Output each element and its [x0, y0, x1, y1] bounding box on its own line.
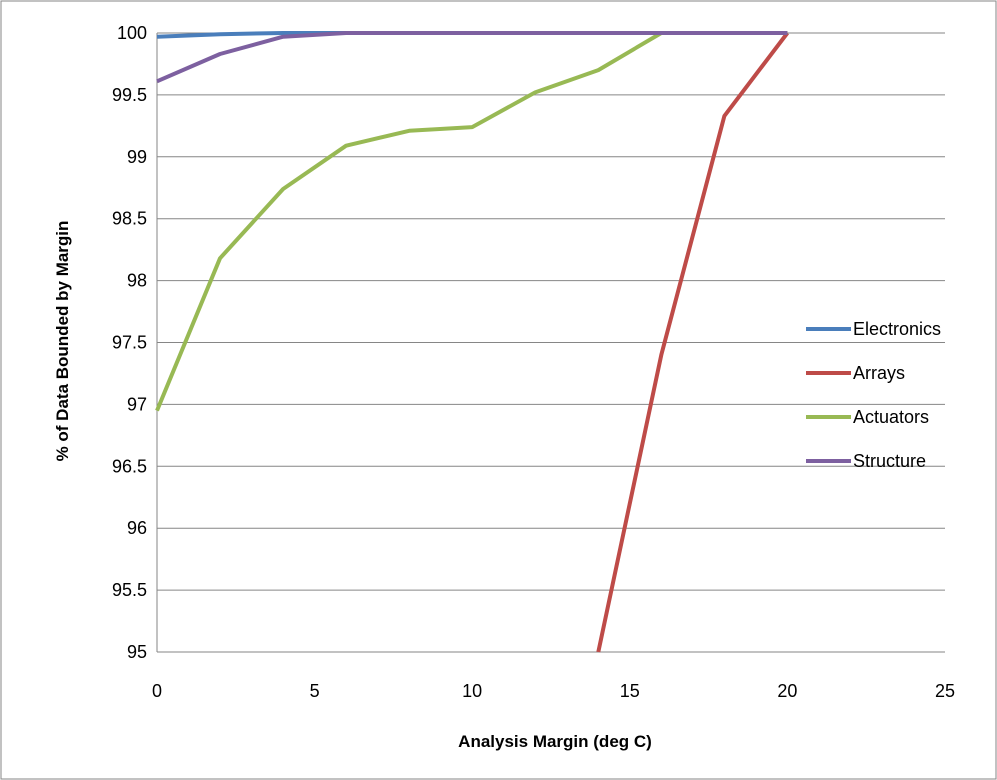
x-tick-label-2: 10: [462, 681, 482, 701]
y-tick-label-5: 97.5: [112, 333, 147, 353]
legend-label-structure: Structure: [853, 451, 926, 471]
y-tick-label-6: 98: [127, 271, 147, 291]
y-tick-label-0: 95: [127, 642, 147, 662]
x-tick-label-1: 5: [310, 681, 320, 701]
y-tick-label-9: 99.5: [112, 85, 147, 105]
legend-label-actuators: Actuators: [853, 407, 929, 427]
legend-label-arrays: Arrays: [853, 363, 905, 383]
legend-label-electronics: Electronics: [853, 319, 941, 339]
gridlines: [157, 32, 945, 653]
x-tick-label-5: 25: [935, 681, 955, 701]
x-tick-label-0: 0: [152, 681, 162, 701]
series-line-arrays: [596, 31, 789, 653]
x-tick-label-3: 15: [620, 681, 640, 701]
series-line-actuators: [155, 31, 788, 412]
y-axis-title: % of Data Bounded by Margin: [53, 221, 72, 462]
tick-labels: 95 95.5 96 96.5 97 97.5 98 98.5 99 99.5 100 0 5 10 15 2…: [112, 23, 955, 701]
y-tick-label-7: 98.5: [112, 209, 147, 229]
series-line-structure: [156, 31, 788, 84]
y-tick-label-3: 96.5: [112, 456, 147, 476]
y-tick-label-2: 96: [127, 518, 147, 538]
x-axis-title: Analysis Margin (deg C): [458, 732, 652, 751]
y-tick-label-4: 97: [127, 394, 147, 414]
legend: Electronics Arrays Actuators Structure: [806, 319, 941, 471]
x-tick-label-4: 20: [777, 681, 797, 701]
y-tick-label-10: 100: [117, 23, 147, 43]
y-tick-label-8: 99: [127, 147, 147, 167]
series-lines: [155, 31, 789, 653]
y-tick-label-1: 95.5: [112, 580, 147, 600]
